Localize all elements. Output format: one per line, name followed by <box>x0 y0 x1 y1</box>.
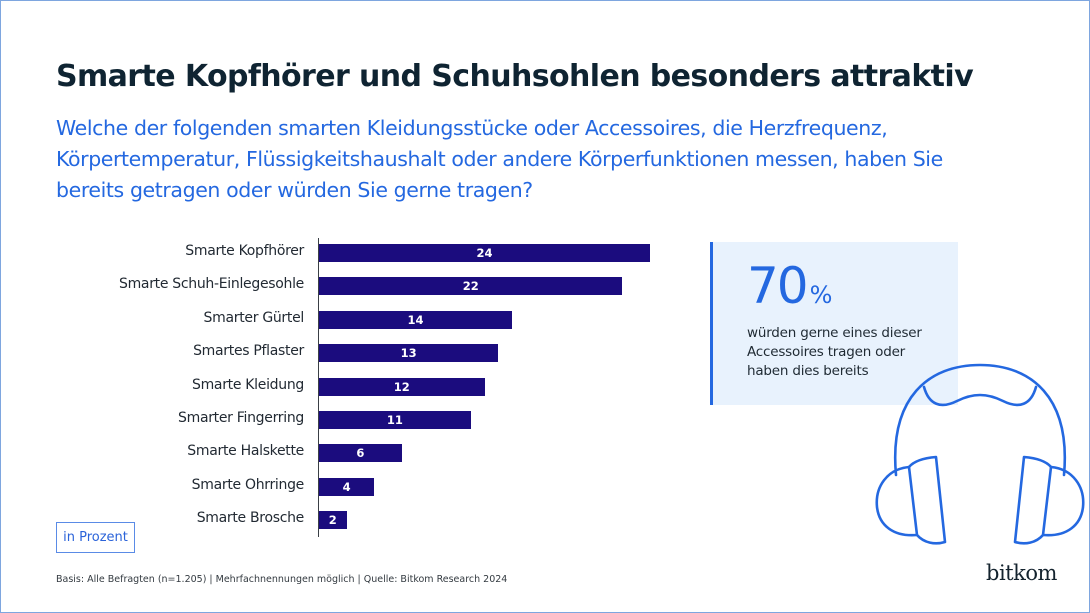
bar <box>319 444 402 463</box>
right-cushion <box>1041 465 1085 537</box>
bar-value-label: 2 <box>328 513 337 528</box>
right-earcup <box>1013 455 1053 545</box>
bar <box>319 244 650 262</box>
callout-value: 70 <box>747 257 809 315</box>
bar-label: Smarter Gürtel <box>203 309 305 326</box>
bar-label: Smarter Fingerring <box>178 410 304 426</box>
bar <box>319 344 499 363</box>
bar-label: Smarte Ohrringe <box>191 476 305 493</box>
bitkom-logo: bitkom <box>986 561 1057 585</box>
headband-outer <box>893 363 1067 477</box>
bar-value-label: 11 <box>386 413 403 427</box>
bar <box>319 411 471 429</box>
callout-unit: % <box>809 281 833 309</box>
bar-value-label: 12 <box>393 379 410 394</box>
left-earcup <box>907 455 947 545</box>
page-title: Smarte Kopfhörer und Schuhsohlen besonde… <box>56 59 974 94</box>
headband-inner <box>922 385 1038 407</box>
bar-value-label: 13 <box>400 346 417 361</box>
bar <box>319 310 513 329</box>
bar-label: Smarte Kopfhörer <box>185 243 304 259</box>
bar <box>319 377 485 396</box>
bar-label: Smarte Kleidung <box>191 376 304 393</box>
bar <box>319 477 375 496</box>
bar-label: Smarte Halskette <box>187 443 304 460</box>
bar <box>319 511 347 530</box>
chart-axis <box>318 238 319 537</box>
footer-source: Basis: Alle Befragten (n=1.205) | Mehrfa… <box>56 574 508 585</box>
unit-label: in Prozent <box>56 522 135 553</box>
bar-label: Smarte Brosche <box>196 510 305 527</box>
bar-value-label: 24 <box>476 246 493 260</box>
callout-text: würden gerne eines dieser Accessoires tr… <box>747 325 922 379</box>
callout-box: 70% würden gerne eines dieser Accessoire… <box>710 242 958 405</box>
bar-label: Smartes Pflaster <box>193 343 304 360</box>
bar-value-label: 14 <box>407 312 424 327</box>
page-subtitle: Welche der folgenden smarten Kleidungsst… <box>56 116 943 202</box>
headphones-icon <box>875 363 1085 545</box>
bar-label: Smarte Schuh-Einlegesohle <box>118 276 304 293</box>
bar <box>319 277 623 296</box>
bar-value-label: 22 <box>462 279 479 294</box>
callout-number: 70% <box>747 256 832 325</box>
bar-value-label: 4 <box>342 479 351 494</box>
left-cushion <box>875 465 919 537</box>
bar-value-label: 6 <box>356 446 365 461</box>
